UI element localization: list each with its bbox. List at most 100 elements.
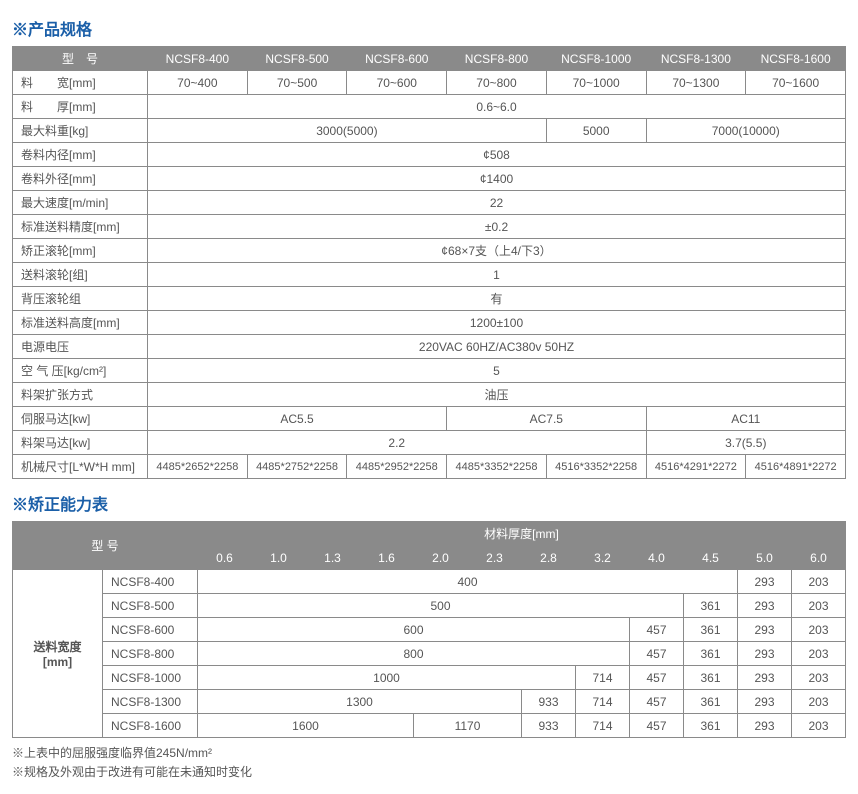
cap-th-8: 4.0 bbox=[630, 546, 684, 570]
cap-th-9: 4.5 bbox=[684, 546, 738, 570]
cap-val: 933 bbox=[522, 690, 576, 714]
row-stroll: 矫正滚轮[mm] ¢68×7支（上4/下3） bbox=[13, 239, 846, 263]
cap-val: 714 bbox=[576, 714, 630, 738]
cap-model: NCSF8-600 bbox=[103, 618, 198, 642]
row-od: 卷料外径[mm] ¢1400 bbox=[13, 167, 846, 191]
lbl-fh: 标准送料高度[mm] bbox=[13, 311, 148, 335]
cap-val: 1300 bbox=[198, 690, 522, 714]
spec-h-model: 型 号 bbox=[13, 47, 148, 71]
val-maxw-c: 7000(10000) bbox=[646, 119, 845, 143]
cap-row: NCSF8-800800457361293203 bbox=[13, 642, 846, 666]
spec-model-3: NCSF8-800 bbox=[447, 47, 547, 71]
lbl-dim: 机械尺寸[L*W*H mm] bbox=[13, 455, 148, 479]
row-rack: 料架马达[kw] 2.2 3.7(5.5) bbox=[13, 431, 846, 455]
val-acc: ±0.2 bbox=[148, 215, 846, 239]
cap-val: 203 bbox=[792, 666, 846, 690]
spec-header-row: 型 号 NCSF8-400 NCSF8-500 NCSF8-600 NCSF8-… bbox=[13, 47, 846, 71]
cap-val: 457 bbox=[630, 690, 684, 714]
cap-row: NCSF8-160016001170933714457361293203 bbox=[13, 714, 846, 738]
val-id: ¢508 bbox=[148, 143, 846, 167]
cap-val: 293 bbox=[738, 594, 792, 618]
lbl-stroll: 矫正滚轮[mm] bbox=[13, 239, 148, 263]
cap-model: NCSF8-500 bbox=[103, 594, 198, 618]
val-servo-a: AC5.5 bbox=[148, 407, 447, 431]
val-dim-3: 4485*3352*2258 bbox=[447, 455, 547, 479]
cap-val: 714 bbox=[576, 690, 630, 714]
cap-val: 457 bbox=[630, 642, 684, 666]
cap-val: 600 bbox=[198, 618, 630, 642]
cap-val: 361 bbox=[684, 618, 738, 642]
lbl-air: 空 气 压[kg/cm²] bbox=[13, 359, 148, 383]
cap-th-11: 6.0 bbox=[792, 546, 846, 570]
row-exp: 料架扩张方式 油压 bbox=[13, 383, 846, 407]
spec-model-4: NCSF8-1000 bbox=[546, 47, 646, 71]
cap-th-6: 2.8 bbox=[522, 546, 576, 570]
row-dim: 机械尺寸[L*W*H mm] 4485*2652*2258 4485*2752*… bbox=[13, 455, 846, 479]
cap-th-3: 1.6 bbox=[360, 546, 414, 570]
val-width-4: 70~1000 bbox=[546, 71, 646, 95]
cap-val: 361 bbox=[684, 714, 738, 738]
val-dim-5: 4516*4291*2272 bbox=[646, 455, 746, 479]
lbl-exp: 料架扩张方式 bbox=[13, 383, 148, 407]
row-fh: 标准送料高度[mm] 1200±100 bbox=[13, 311, 846, 335]
cap-row: NCSF8-500500361293203 bbox=[13, 594, 846, 618]
cap-val: 457 bbox=[630, 714, 684, 738]
lbl-acc: 标准送料精度[mm] bbox=[13, 215, 148, 239]
cap-val: 457 bbox=[630, 666, 684, 690]
cap-val: 361 bbox=[684, 690, 738, 714]
spec-model-6: NCSF8-1600 bbox=[746, 47, 846, 71]
note-1: ※规格及外观由于改进有可能在未通知时变化 bbox=[12, 763, 846, 782]
lbl-thick: 料 厚[mm] bbox=[13, 95, 148, 119]
cap-h-model: 型 号 bbox=[13, 522, 198, 570]
val-spd: 22 bbox=[148, 191, 846, 215]
val-thick: 0.6~6.0 bbox=[148, 95, 846, 119]
cap-val: 800 bbox=[198, 642, 630, 666]
cap-val: 203 bbox=[792, 618, 846, 642]
cap-row: 送料宽度 [mm]NCSF8-400400293203 bbox=[13, 570, 846, 594]
val-servo-b: AC7.5 bbox=[447, 407, 646, 431]
cap-val: 203 bbox=[792, 642, 846, 666]
cap-val: 203 bbox=[792, 594, 846, 618]
spec-model-2: NCSF8-600 bbox=[347, 47, 447, 71]
cap-val: 293 bbox=[738, 570, 792, 594]
row-servo: 伺服马达[kw] AC5.5 AC7.5 AC11 bbox=[13, 407, 846, 431]
note-0: ※上表中的屈服强度临界值245N/mm² bbox=[12, 744, 846, 763]
cap-val: 203 bbox=[792, 570, 846, 594]
row-id: 卷料内径[mm] ¢508 bbox=[13, 143, 846, 167]
cap-val: 293 bbox=[738, 618, 792, 642]
row-pwr: 电源电压 220VAC 60HZ/AC380v 50HZ bbox=[13, 335, 846, 359]
cap-val: 361 bbox=[684, 594, 738, 618]
lbl-feedr: 送料滚轮[组] bbox=[13, 263, 148, 287]
cap-val: 293 bbox=[738, 714, 792, 738]
row-spd: 最大速度[m/min] 22 bbox=[13, 191, 846, 215]
cap-val: 400 bbox=[198, 570, 738, 594]
cap-val: 361 bbox=[684, 642, 738, 666]
cap-row: NCSF8-13001300933714457361293203 bbox=[13, 690, 846, 714]
cap-table: 型 号 材料厚度[mm] 0.6 1.0 1.3 1.6 2.0 2.3 2.8… bbox=[12, 521, 846, 738]
lbl-spd: 最大速度[m/min] bbox=[13, 191, 148, 215]
spec-table: 型 号 NCSF8-400 NCSF8-500 NCSF8-600 NCSF8-… bbox=[12, 46, 846, 479]
val-bpr: 有 bbox=[148, 287, 846, 311]
cap-hdr-row1: 型 号 材料厚度[mm] bbox=[13, 522, 846, 546]
cap-val: 293 bbox=[738, 690, 792, 714]
val-dim-1: 4485*2752*2258 bbox=[247, 455, 347, 479]
val-width-3: 70~800 bbox=[447, 71, 547, 95]
val-dim-0: 4485*2652*2258 bbox=[148, 455, 248, 479]
cap-h-thick: 材料厚度[mm] bbox=[198, 522, 846, 546]
lbl-bpr: 背压滚轮组 bbox=[13, 287, 148, 311]
val-od: ¢1400 bbox=[148, 167, 846, 191]
cap-val: 1600 bbox=[198, 714, 414, 738]
cap-th-10: 5.0 bbox=[738, 546, 792, 570]
cap-model: NCSF8-1300 bbox=[103, 690, 198, 714]
cap-row: NCSF8-10001000714457361293203 bbox=[13, 666, 846, 690]
row-air: 空 气 压[kg/cm²] 5 bbox=[13, 359, 846, 383]
lbl-width: 料 宽[mm] bbox=[13, 71, 148, 95]
spec-model-1: NCSF8-500 bbox=[247, 47, 347, 71]
spec-model-5: NCSF8-1300 bbox=[646, 47, 746, 71]
cap-val: 500 bbox=[198, 594, 684, 618]
cap-model: NCSF8-800 bbox=[103, 642, 198, 666]
val-width-6: 70~1600 bbox=[746, 71, 846, 95]
lbl-maxw: 最大料重[kg] bbox=[13, 119, 148, 143]
cap-model: NCSF8-400 bbox=[103, 570, 198, 594]
cap-th-7: 3.2 bbox=[576, 546, 630, 570]
